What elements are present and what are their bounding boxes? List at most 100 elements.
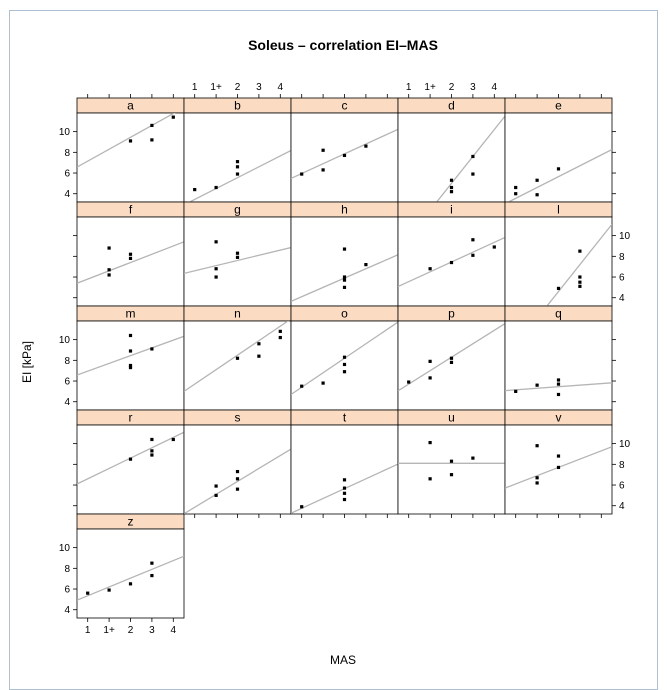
panel-d: d 1 1+ 2 3 4 bbox=[397, 82, 506, 203]
panel-l: l 4 6 8 10 bbox=[504, 201, 631, 307]
panel-n: n bbox=[183, 305, 292, 411]
x-tick-label: 1 bbox=[192, 82, 198, 93]
x-tick-label: 4 bbox=[492, 82, 498, 93]
panel-body-s bbox=[183, 424, 292, 515]
y-tick-label: 6 bbox=[64, 585, 70, 596]
point-z-4 bbox=[150, 561, 154, 565]
strip-label-m: m bbox=[126, 307, 136, 321]
panel-c: c bbox=[290, 94, 399, 203]
panel-grid: a 4 6 8 10 b 1 1+ 2 3 4 c d 1 1+ 2 3 4 e f g h i l 4 6 8 10 m 4 6 8 10 n o… bbox=[59, 82, 631, 636]
x-tick-label: 1+ bbox=[424, 82, 436, 93]
panel-e: e bbox=[504, 94, 616, 203]
x-tick-label: 1 bbox=[85, 625, 91, 636]
point-n-4 bbox=[278, 329, 282, 333]
y-tick-label: 4 bbox=[619, 501, 625, 512]
x-tick-label: 1+ bbox=[210, 82, 222, 93]
fit-line-z bbox=[77, 555, 184, 601]
fit-line-l bbox=[546, 223, 612, 306]
point-p-0 bbox=[407, 380, 411, 384]
x-tick-label: 4 bbox=[278, 82, 284, 93]
point-z-2 bbox=[128, 582, 133, 586]
panel-body-n bbox=[183, 320, 292, 411]
point-o-3 bbox=[342, 362, 347, 367]
point-f-1 bbox=[107, 268, 111, 272]
point-u-4 bbox=[471, 456, 475, 460]
point-b-4 bbox=[235, 160, 240, 164]
point-c-4 bbox=[364, 144, 368, 148]
point-s-1 bbox=[214, 484, 218, 488]
point-g-2 bbox=[214, 275, 218, 279]
point-n-2 bbox=[257, 342, 261, 346]
strip-label-c: c bbox=[342, 99, 348, 113]
y-tick-label: 10 bbox=[59, 543, 71, 554]
point-q-1 bbox=[535, 383, 539, 387]
y-tick-label: 4 bbox=[64, 189, 70, 200]
point-v-1 bbox=[535, 476, 539, 480]
point-f-0 bbox=[107, 246, 111, 250]
point-n-3 bbox=[278, 335, 282, 340]
strip-label-t: t bbox=[343, 411, 347, 425]
y-tick-label: 8 bbox=[619, 252, 625, 263]
panel-p: p bbox=[397, 305, 506, 411]
point-p-4 bbox=[449, 356, 454, 360]
point-t-3 bbox=[342, 486, 347, 490]
panel-body-l bbox=[504, 216, 613, 307]
point-i-0 bbox=[428, 267, 432, 271]
point-o-1 bbox=[321, 381, 325, 385]
point-t-2 bbox=[342, 491, 347, 495]
point-g-1 bbox=[214, 267, 218, 271]
point-l-1 bbox=[578, 249, 582, 253]
point-u-2 bbox=[449, 459, 454, 463]
panel-m: m 4 6 8 10 bbox=[59, 305, 185, 411]
point-a-3 bbox=[171, 115, 175, 119]
point-d-0 bbox=[449, 190, 454, 194]
y-tick-label: 4 bbox=[619, 293, 625, 304]
strip-label-q: q bbox=[555, 307, 562, 321]
point-c-3 bbox=[342, 153, 347, 158]
point-s-0 bbox=[214, 493, 218, 497]
point-m-1 bbox=[128, 349, 133, 353]
point-r-0 bbox=[128, 457, 133, 461]
point-r-2 bbox=[150, 449, 154, 453]
point-e-0 bbox=[514, 192, 518, 196]
strip-label-b: b bbox=[234, 99, 241, 113]
panel-h: h bbox=[290, 201, 399, 307]
point-e-1 bbox=[514, 185, 518, 190]
x-tick-label: 2 bbox=[128, 625, 134, 636]
point-z-3 bbox=[150, 573, 154, 578]
panel-u: u bbox=[397, 409, 506, 518]
panel-body-f bbox=[76, 216, 185, 307]
point-u-1 bbox=[428, 477, 432, 481]
fit-line-n bbox=[184, 321, 290, 392]
point-r-1 bbox=[150, 453, 154, 457]
point-i-1 bbox=[449, 260, 454, 265]
point-e-3 bbox=[535, 193, 539, 197]
x-tick-label: 3 bbox=[256, 82, 262, 93]
panel-a: a 4 6 8 10 bbox=[59, 94, 185, 203]
point-v-4 bbox=[556, 454, 561, 458]
x-tick-label: 2 bbox=[449, 82, 455, 93]
fit-line-d bbox=[435, 115, 505, 202]
x-tick-label: 1+ bbox=[103, 625, 115, 636]
point-b-0 bbox=[193, 187, 197, 192]
point-b-3 bbox=[235, 165, 240, 169]
point-l-2 bbox=[578, 275, 582, 279]
point-d-2 bbox=[449, 178, 454, 182]
point-q-0 bbox=[514, 389, 518, 393]
point-a-0 bbox=[128, 139, 133, 143]
x-tick-label: 2 bbox=[235, 82, 241, 93]
point-v-0 bbox=[535, 444, 539, 448]
point-o-2 bbox=[342, 370, 347, 374]
panel-g: g bbox=[183, 201, 292, 307]
fit-line-a bbox=[77, 113, 176, 168]
point-f-2 bbox=[107, 273, 111, 277]
y-tick-label: 4 bbox=[64, 605, 70, 616]
point-c-0 bbox=[300, 172, 304, 176]
y-tick-label: 10 bbox=[59, 335, 71, 346]
point-z-1 bbox=[107, 588, 111, 592]
point-h-1 bbox=[342, 275, 347, 279]
panel-i: i bbox=[397, 201, 506, 307]
panel-body-e bbox=[504, 112, 613, 203]
x-axis-title: MAS bbox=[330, 653, 356, 667]
panel-body-q bbox=[504, 320, 613, 411]
